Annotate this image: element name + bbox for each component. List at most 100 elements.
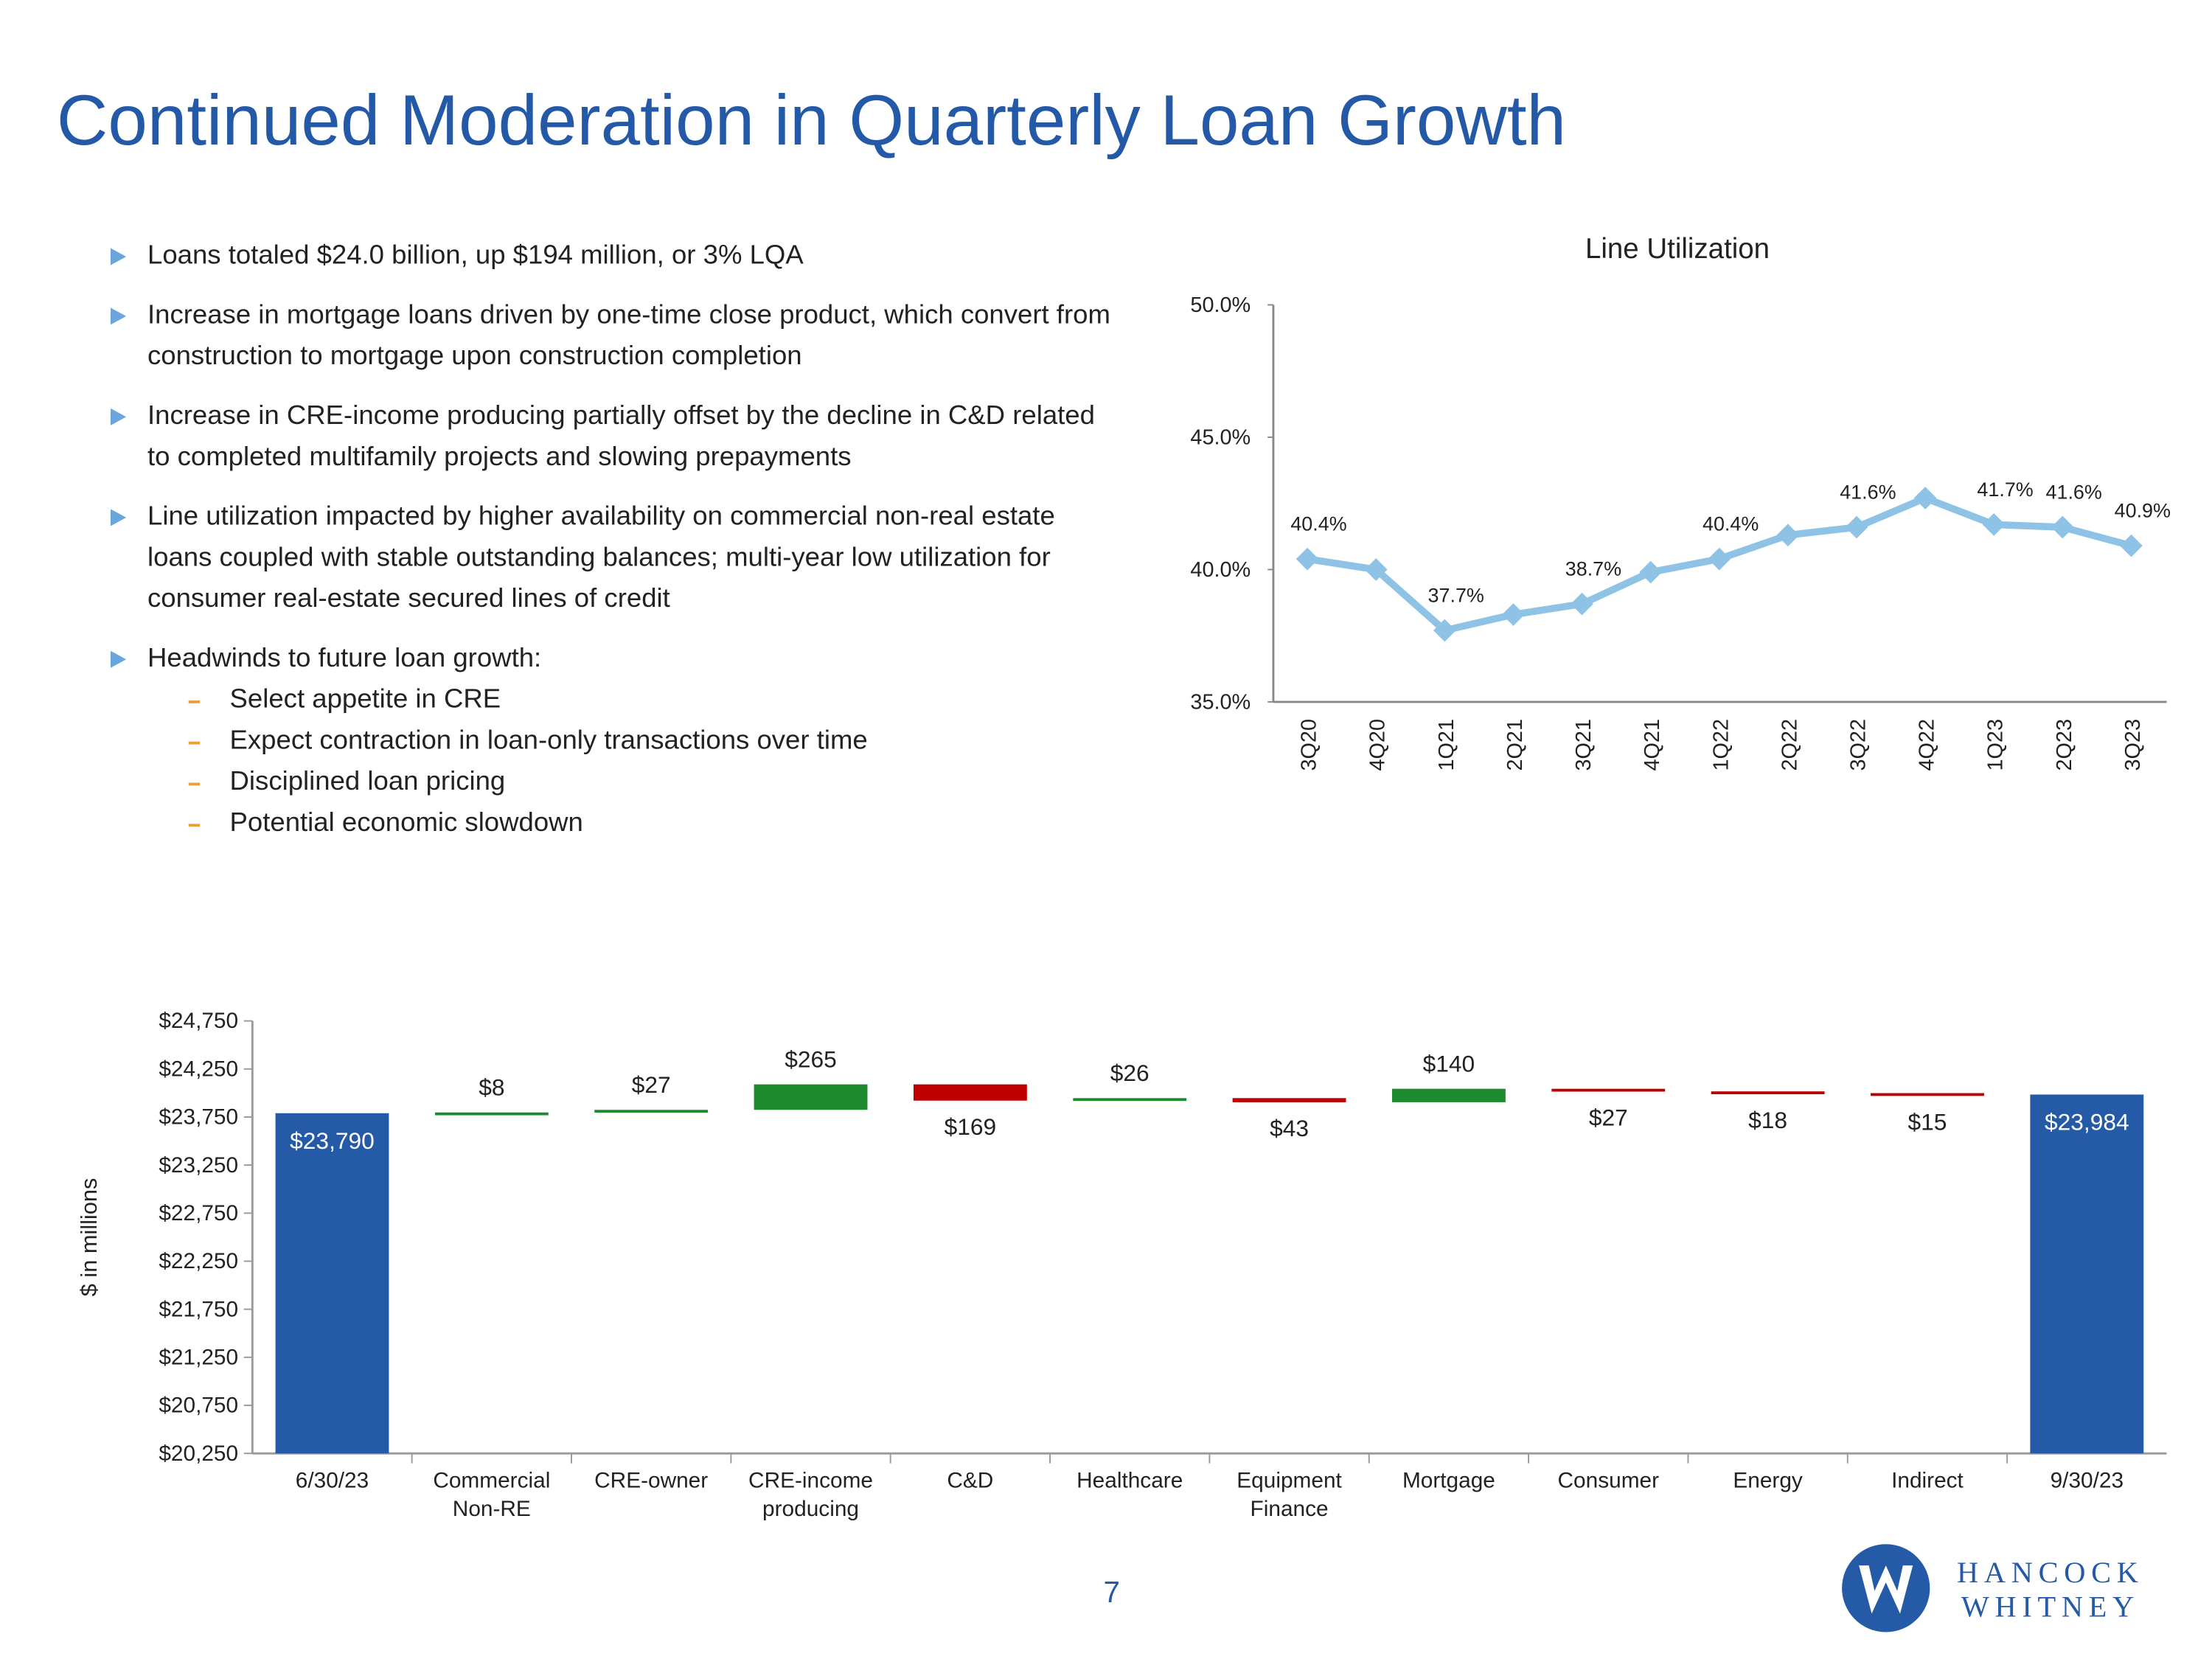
- x-tick-label: 2Q22: [1778, 719, 1801, 771]
- x-tick-label: Mortgage: [1402, 1469, 1495, 1494]
- data-label: 40.4%: [1290, 513, 1346, 535]
- bar: [1711, 1091, 1825, 1095]
- y-tick-label: $21,250: [159, 1345, 238, 1369]
- bar: [275, 1113, 389, 1454]
- bar: [1392, 1088, 1506, 1102]
- data-label: 41.6%: [2046, 481, 2102, 504]
- x-tick-label: Consumer: [1557, 1469, 1660, 1494]
- x-tick-label: 1Q22: [1709, 719, 1733, 771]
- x-tick-label: Indirect: [1891, 1469, 1964, 1494]
- bar: [1871, 1093, 1984, 1096]
- x-tick-label: 3Q22: [1847, 719, 1871, 771]
- bullet: Loans totaled $24.0 billion, up $194 mil…: [108, 235, 1114, 276]
- marker: [2120, 534, 2143, 557]
- bar: [754, 1084, 868, 1110]
- data-label: 41.7%: [1977, 479, 2033, 501]
- bar: [913, 1084, 1027, 1101]
- data-label: $169: [945, 1113, 997, 1140]
- x-tick-label: Equipment Finance: [1237, 1469, 1342, 1522]
- y-tick-label: 35.0%: [1190, 691, 1251, 714]
- y-tick-label: $23,750: [159, 1105, 238, 1130]
- x-tick-label: Commercial Non-RE: [433, 1469, 551, 1522]
- y-tick-label: $20,750: [159, 1394, 238, 1418]
- x-tick-label: 2Q21: [1503, 719, 1527, 771]
- marker: [1502, 603, 1525, 626]
- data-label: $15: [1908, 1109, 1947, 1135]
- x-tick-label: 9/30/23: [2050, 1469, 2124, 1494]
- slide-title: Continued Moderation in Quarterly Loan G…: [56, 80, 1567, 161]
- x-tick-label: 1Q23: [1984, 719, 2008, 771]
- bar: [2030, 1094, 2144, 1454]
- marker: [1913, 487, 1937, 509]
- y-tick-label: 40.0%: [1190, 558, 1251, 582]
- marker: [1982, 513, 2006, 536]
- chart-title: Line Utilization: [1585, 233, 1770, 265]
- bullet: Line utilization impacted by higher avai…: [108, 496, 1114, 619]
- logo-text: WHITNEY: [1961, 1590, 2140, 1623]
- data-label: $18: [1748, 1107, 1787, 1133]
- data-label: $140: [1423, 1051, 1475, 1077]
- x-tick-label: Energy: [1733, 1469, 1803, 1494]
- bullet: Increase in mortgage loans driven by one…: [108, 295, 1114, 378]
- x-tick-label: 3Q20: [1298, 719, 1321, 771]
- y-tick-label: $20,250: [159, 1441, 238, 1466]
- marker: [1708, 547, 1731, 571]
- data-label: $43: [1270, 1115, 1309, 1141]
- page-number: 7: [1103, 1575, 1119, 1609]
- x-tick-label: CRE-owner: [594, 1469, 709, 1494]
- data-label: $23,790: [290, 1127, 375, 1154]
- y-tick-label: $21,750: [159, 1297, 238, 1321]
- marker: [2051, 515, 2074, 539]
- marker: [1433, 619, 1456, 642]
- x-tick-label: 3Q21: [1572, 719, 1596, 771]
- logo-mark: [1842, 1544, 1930, 1632]
- sub-bullet: Expect contraction in loan-only transact…: [108, 720, 1114, 762]
- y-tick-label: 45.0%: [1190, 426, 1251, 450]
- bullet-list: Loans totaled $24.0 billion, up $194 mil…: [108, 235, 1114, 844]
- data-label: 41.6%: [1840, 481, 1896, 504]
- x-tick-label: Healthcare: [1077, 1469, 1183, 1494]
- bar: [1551, 1088, 1666, 1092]
- sub-bullet: Select appetite in CRE: [108, 679, 1114, 720]
- marker: [1845, 515, 1868, 539]
- x-tick-label: C&D: [947, 1469, 994, 1494]
- logo: [1842, 1544, 1930, 1632]
- data-label: $23,984: [2045, 1109, 2129, 1135]
- y-tick-label: $22,250: [159, 1249, 238, 1273]
- y-tick-label: 50.0%: [1190, 293, 1251, 317]
- logo-text: HANCOCK: [1957, 1556, 2143, 1589]
- x-tick-label: 4Q20: [1366, 719, 1390, 771]
- marker: [1776, 524, 1800, 547]
- data-label: 38.7%: [1565, 558, 1621, 580]
- data-label: 40.9%: [2115, 500, 2171, 522]
- sub-bullet: Disciplined loan pricing: [108, 762, 1114, 803]
- bar: [1073, 1098, 1187, 1102]
- bullet: Increase in CRE-income producing partial…: [108, 396, 1114, 479]
- data-label: $26: [1110, 1060, 1150, 1086]
- logo-glyph: [1859, 1565, 1913, 1614]
- y-tick-label: $24,750: [159, 1009, 238, 1033]
- x-tick-label: CRE-income producing: [748, 1469, 873, 1522]
- marker: [1295, 547, 1319, 571]
- data-label: $265: [785, 1046, 837, 1073]
- y-tick-label: $23,250: [159, 1153, 238, 1178]
- x-tick-label: 4Q22: [1916, 719, 1939, 771]
- data-label: $8: [479, 1074, 504, 1101]
- y-axis-label: $ in millions: [76, 1178, 102, 1297]
- x-tick-label: 6/30/23: [295, 1469, 369, 1494]
- x-tick-label: 3Q23: [2121, 719, 2145, 771]
- bar: [1232, 1098, 1346, 1102]
- bar: [434, 1112, 549, 1116]
- data-label: 37.7%: [1428, 585, 1484, 607]
- x-tick-label: 1Q21: [1435, 719, 1458, 771]
- bullet: Headwinds to future loan growth:: [108, 638, 1114, 679]
- sub-bullet: Potential economic slowdown: [108, 802, 1114, 844]
- data-label: 40.4%: [1703, 513, 1759, 535]
- x-tick-label: 4Q21: [1641, 719, 1664, 771]
- data-label: $27: [1589, 1105, 1628, 1131]
- data-label: $27: [632, 1071, 671, 1098]
- marker: [1571, 592, 1593, 616]
